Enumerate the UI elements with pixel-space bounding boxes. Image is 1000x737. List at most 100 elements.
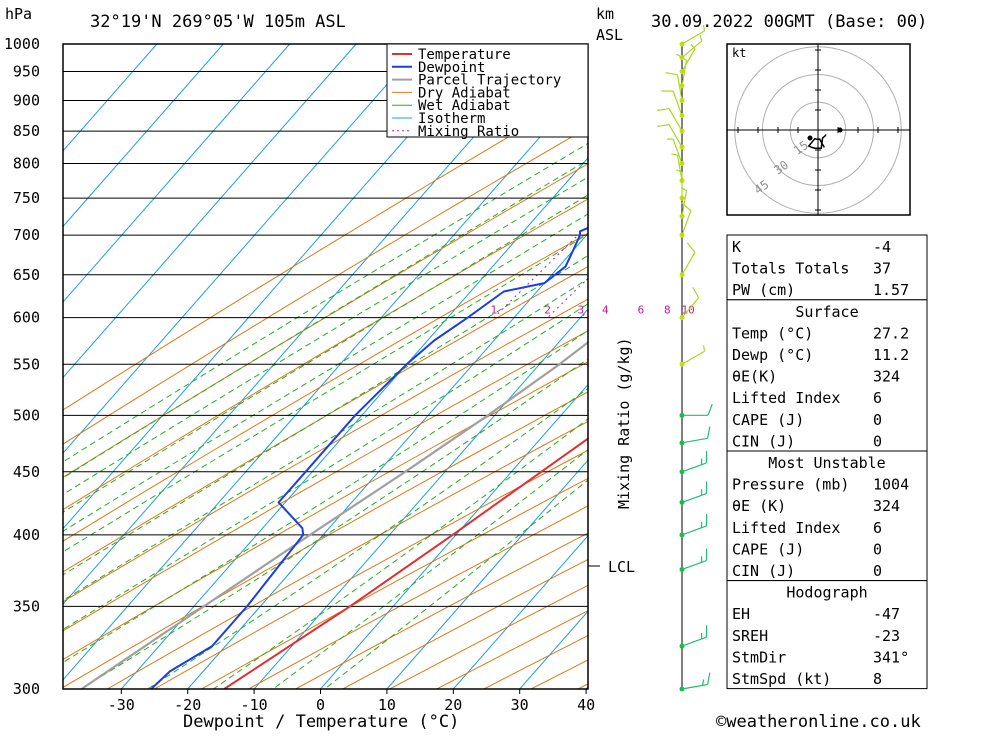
wind-barb-staff [682, 463, 706, 472]
stats-label: PW (cm) [732, 281, 795, 299]
wind-barbs [657, 25, 712, 691]
wind-barb [680, 427, 710, 446]
stats-section-title: Surface [795, 303, 858, 321]
pressure-tick-labels: 3003504004505005506006507007508008509009… [4, 35, 40, 698]
mixing-ratio-label: 6 [638, 304, 645, 317]
pressure-tick-label: 500 [13, 406, 40, 424]
stats-label: Pressure (mb) [732, 476, 849, 494]
location-title: 32°19'N 269°05'W 105m ASL [90, 12, 346, 32]
stats-label: CAPE (J) [732, 540, 804, 558]
mixing-ratio-label: 1 [490, 304, 497, 317]
stats-label: Temp (°C) [732, 324, 813, 342]
pressure-tick-label: 900 [13, 91, 40, 109]
wind-barb-staff [682, 494, 706, 503]
wind-barb-staff [682, 252, 695, 275]
pressure-tick-label: 650 [13, 266, 40, 284]
stats-value: 0 [873, 432, 882, 450]
stats-value: 0 [873, 540, 882, 558]
wind-barb-staff [682, 684, 708, 689]
storm-motion-marker [838, 128, 843, 133]
dry-adiabat-line [0, 44, 667, 689]
wind-barb [680, 673, 710, 692]
stats-value: 1.57 [873, 281, 909, 299]
lcl-label: LCL [608, 558, 635, 576]
wind-barb [680, 514, 707, 537]
stats-label: θE(K) [732, 368, 777, 386]
stats-value: 1004 [873, 476, 909, 494]
stats-value: 27.2 [873, 324, 909, 342]
mixing-ratio-axis-label: Mixing Ratio (g/kg) [615, 337, 633, 509]
stats-label: Totals Totals [732, 260, 849, 278]
wind-barb [680, 451, 707, 474]
wind-barb [680, 345, 705, 366]
wet-adiabat-line [0, 44, 755, 689]
stats-label: CAPE (J) [732, 411, 804, 429]
wind-barb [680, 482, 707, 505]
isobar-lines [63, 44, 588, 689]
isotherm-line [0, 44, 290, 689]
temperature-tick-label: 30 [511, 696, 529, 714]
pressure-tick-label: 600 [13, 309, 40, 327]
stats-label: K [732, 238, 741, 256]
pressure-tick-label: 850 [13, 122, 40, 140]
stats-value: -4 [873, 238, 891, 256]
stats-label: Lifted Index [732, 519, 840, 537]
wet-adiabat-line [0, 44, 834, 689]
pressure-tick-label: 750 [13, 189, 40, 207]
wind-barb-staff [673, 139, 682, 163]
stats-label: Dewp (°C) [732, 346, 813, 364]
wind-barb-staff [682, 351, 705, 364]
stats-label: StmSpd (kt) [732, 670, 831, 688]
plot-frame [63, 44, 588, 689]
wind-barb-flag [702, 679, 703, 685]
mixing-ratio-label: 3 [577, 304, 584, 317]
temperature-tick-label: -30 [108, 696, 135, 714]
mixing-ratio-label: 2 [544, 304, 551, 317]
stats-value: 37 [873, 260, 891, 278]
stats-label: SREH [732, 627, 768, 645]
wind-barb-flag [704, 345, 705, 351]
dry-adiabat-line [0, 44, 800, 689]
pressure-tick-label: 950 [13, 62, 40, 80]
pressure-unit-label: hPa [5, 5, 32, 23]
wind-barb-flag [657, 125, 669, 127]
wind-barb-staff [682, 637, 706, 646]
pressure-tick-label: 400 [13, 526, 40, 544]
stats-label: θE (K) [732, 497, 786, 515]
stats-value: -23 [873, 627, 900, 645]
pressure-tick-label: 450 [13, 463, 40, 481]
stats-value: 341° [873, 648, 909, 666]
wind-barb-flag [672, 154, 678, 155]
wind-barb-flag [708, 673, 710, 685]
wind-barb-flag [708, 427, 710, 439]
stats-table: K -4 Totals Totals 37 PW (cm) 1.57 Surface Temp… [727, 235, 927, 689]
pressure-tick-label: 800 [13, 155, 40, 173]
stats-value: 324 [873, 497, 900, 515]
pressure-tick-label: 1000 [4, 35, 40, 53]
stats-label: CIN (J) [732, 432, 795, 450]
stats-section-title: Hodograph [786, 584, 867, 602]
wind-barb [680, 549, 707, 572]
stats-value: -47 [873, 605, 900, 623]
pressure-tick-label: 350 [13, 597, 40, 615]
isotherm-line [55, 44, 622, 689]
wind-barb [680, 203, 691, 238]
wind-barb-flag [700, 35, 702, 41]
stats-value: 6 [873, 389, 882, 407]
mixing-ratio-label: 8 [664, 304, 671, 317]
mixing-ratio-label: 4 [602, 304, 609, 317]
datetime-title: 30.09.2022 00GMT (Base: 00) [651, 12, 927, 32]
wind-barb-flag [657, 109, 669, 111]
wet-adiabat-line [0, 44, 781, 689]
stats-label: Lifted Index [732, 389, 840, 407]
asl-label: ASL [596, 26, 623, 44]
legend-entry: Mixing Ratio [418, 124, 519, 140]
wind-barb-flag [676, 170, 682, 172]
x-axis-label: Dewpoint / Temperature (°C) [183, 712, 459, 732]
stats-value: 8 [873, 670, 882, 688]
wind-barb-flag [687, 243, 695, 252]
